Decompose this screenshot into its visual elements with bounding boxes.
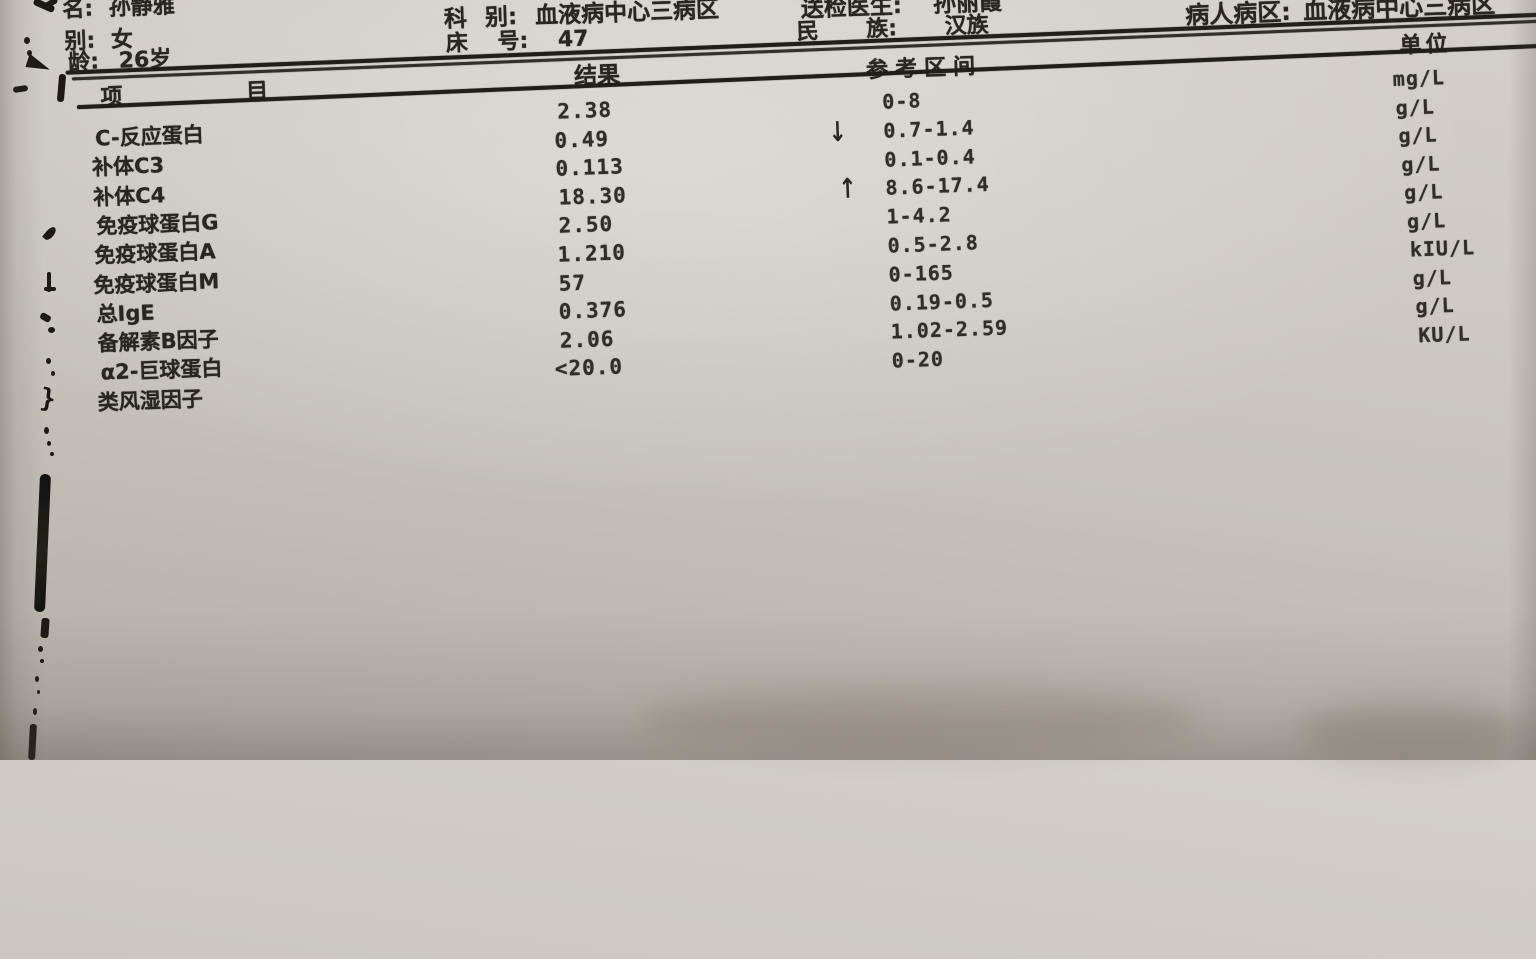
reference-range: 0.7-1.4 xyxy=(882,115,976,143)
test-unit: kIU/L xyxy=(1409,235,1476,262)
test-name: 补体C3 xyxy=(91,153,165,181)
test-result: 18.30 xyxy=(558,182,628,210)
field-patient-name: 名: 孙静雅 xyxy=(61,0,176,23)
ink-brace-mark: } xyxy=(37,383,58,415)
ink-mark xyxy=(12,84,29,94)
ink-mark xyxy=(47,272,51,292)
ink-dot xyxy=(44,427,49,434)
ink-comma xyxy=(42,225,58,242)
column-header-unit: 单位 xyxy=(1399,31,1453,59)
ink-dot xyxy=(37,690,40,694)
test-result: 57 xyxy=(558,270,587,296)
abnormal-flag-icon: ↓ xyxy=(827,116,848,149)
test-name: 总IgE xyxy=(96,300,156,327)
test-result: 2.06 xyxy=(559,326,615,353)
test-unit: g/L xyxy=(1395,94,1436,120)
ink-dot xyxy=(50,452,54,456)
test-result: 2.38 xyxy=(556,97,613,124)
test-unit: g/L xyxy=(1406,207,1447,234)
test-name: 免疫球蛋白M xyxy=(93,268,220,298)
ink-mark xyxy=(40,617,50,639)
ink-dot xyxy=(24,37,30,44)
ink-dot xyxy=(33,708,37,715)
reference-range: 0.19-0.5 xyxy=(889,287,995,316)
abnormal-flag-icon: ↑ xyxy=(837,174,858,207)
ink-dot xyxy=(40,659,44,663)
test-unit: KU/L xyxy=(1417,320,1471,347)
lab-report-photo: 名: 孙静雅 别: 女 龄: 26岁 科 别: 血液病中心三病区 床 号: 47… xyxy=(0,0,1536,761)
ink-dot xyxy=(38,646,43,652)
test-result: <20.0 xyxy=(554,354,624,382)
test-unit: mg/L xyxy=(1392,65,1446,92)
ink-dot xyxy=(27,50,32,56)
reference-range: 0.5-2.8 xyxy=(887,230,980,258)
reference-range: 1.02-2.59 xyxy=(890,315,1009,344)
test-unit: g/L xyxy=(1400,150,1441,177)
ink-streak xyxy=(33,473,52,613)
ink-dot xyxy=(51,371,55,376)
ink-dot xyxy=(47,441,51,446)
reference-range: 1-4.2 xyxy=(886,202,953,229)
test-unit: g/L xyxy=(1412,264,1453,290)
reference-range: 0-165 xyxy=(888,260,955,287)
test-name: C-反应蛋白 xyxy=(94,122,205,151)
ink-dot xyxy=(48,327,55,333)
column-header-range: 参考区间 xyxy=(865,54,983,84)
test-result: 0.376 xyxy=(558,297,628,324)
test-unit: g/L xyxy=(1398,122,1439,148)
test-unit: g/L xyxy=(1403,179,1444,205)
reference-range: 0.1-0.4 xyxy=(883,143,977,172)
reference-range: 0-8 xyxy=(881,88,922,114)
test-name: 类风湿因子 xyxy=(97,386,204,415)
reference-range: 8.6-17.4 xyxy=(885,172,991,201)
ink-mark xyxy=(44,287,56,291)
ink-dot xyxy=(35,676,39,682)
test-result: 1.210 xyxy=(557,240,627,267)
test-name: α2-巨球蛋白 xyxy=(100,356,223,385)
test-unit: g/L xyxy=(1415,292,1456,319)
test-result: 0.113 xyxy=(555,154,625,181)
test-result: 2.50 xyxy=(558,212,614,239)
ink-mark xyxy=(38,311,53,324)
test-result: 0.49 xyxy=(554,126,610,153)
ink-mark xyxy=(28,723,37,761)
ink-dot xyxy=(46,358,51,364)
ink-arrow-mark xyxy=(25,53,53,75)
document-plane: 名: 孙静雅 别: 女 龄: 26岁 科 别: 血液病中心三病区 床 号: 47… xyxy=(55,0,1536,959)
test-name: 补体C4 xyxy=(92,182,166,210)
reference-range: 0-20 xyxy=(891,346,945,373)
